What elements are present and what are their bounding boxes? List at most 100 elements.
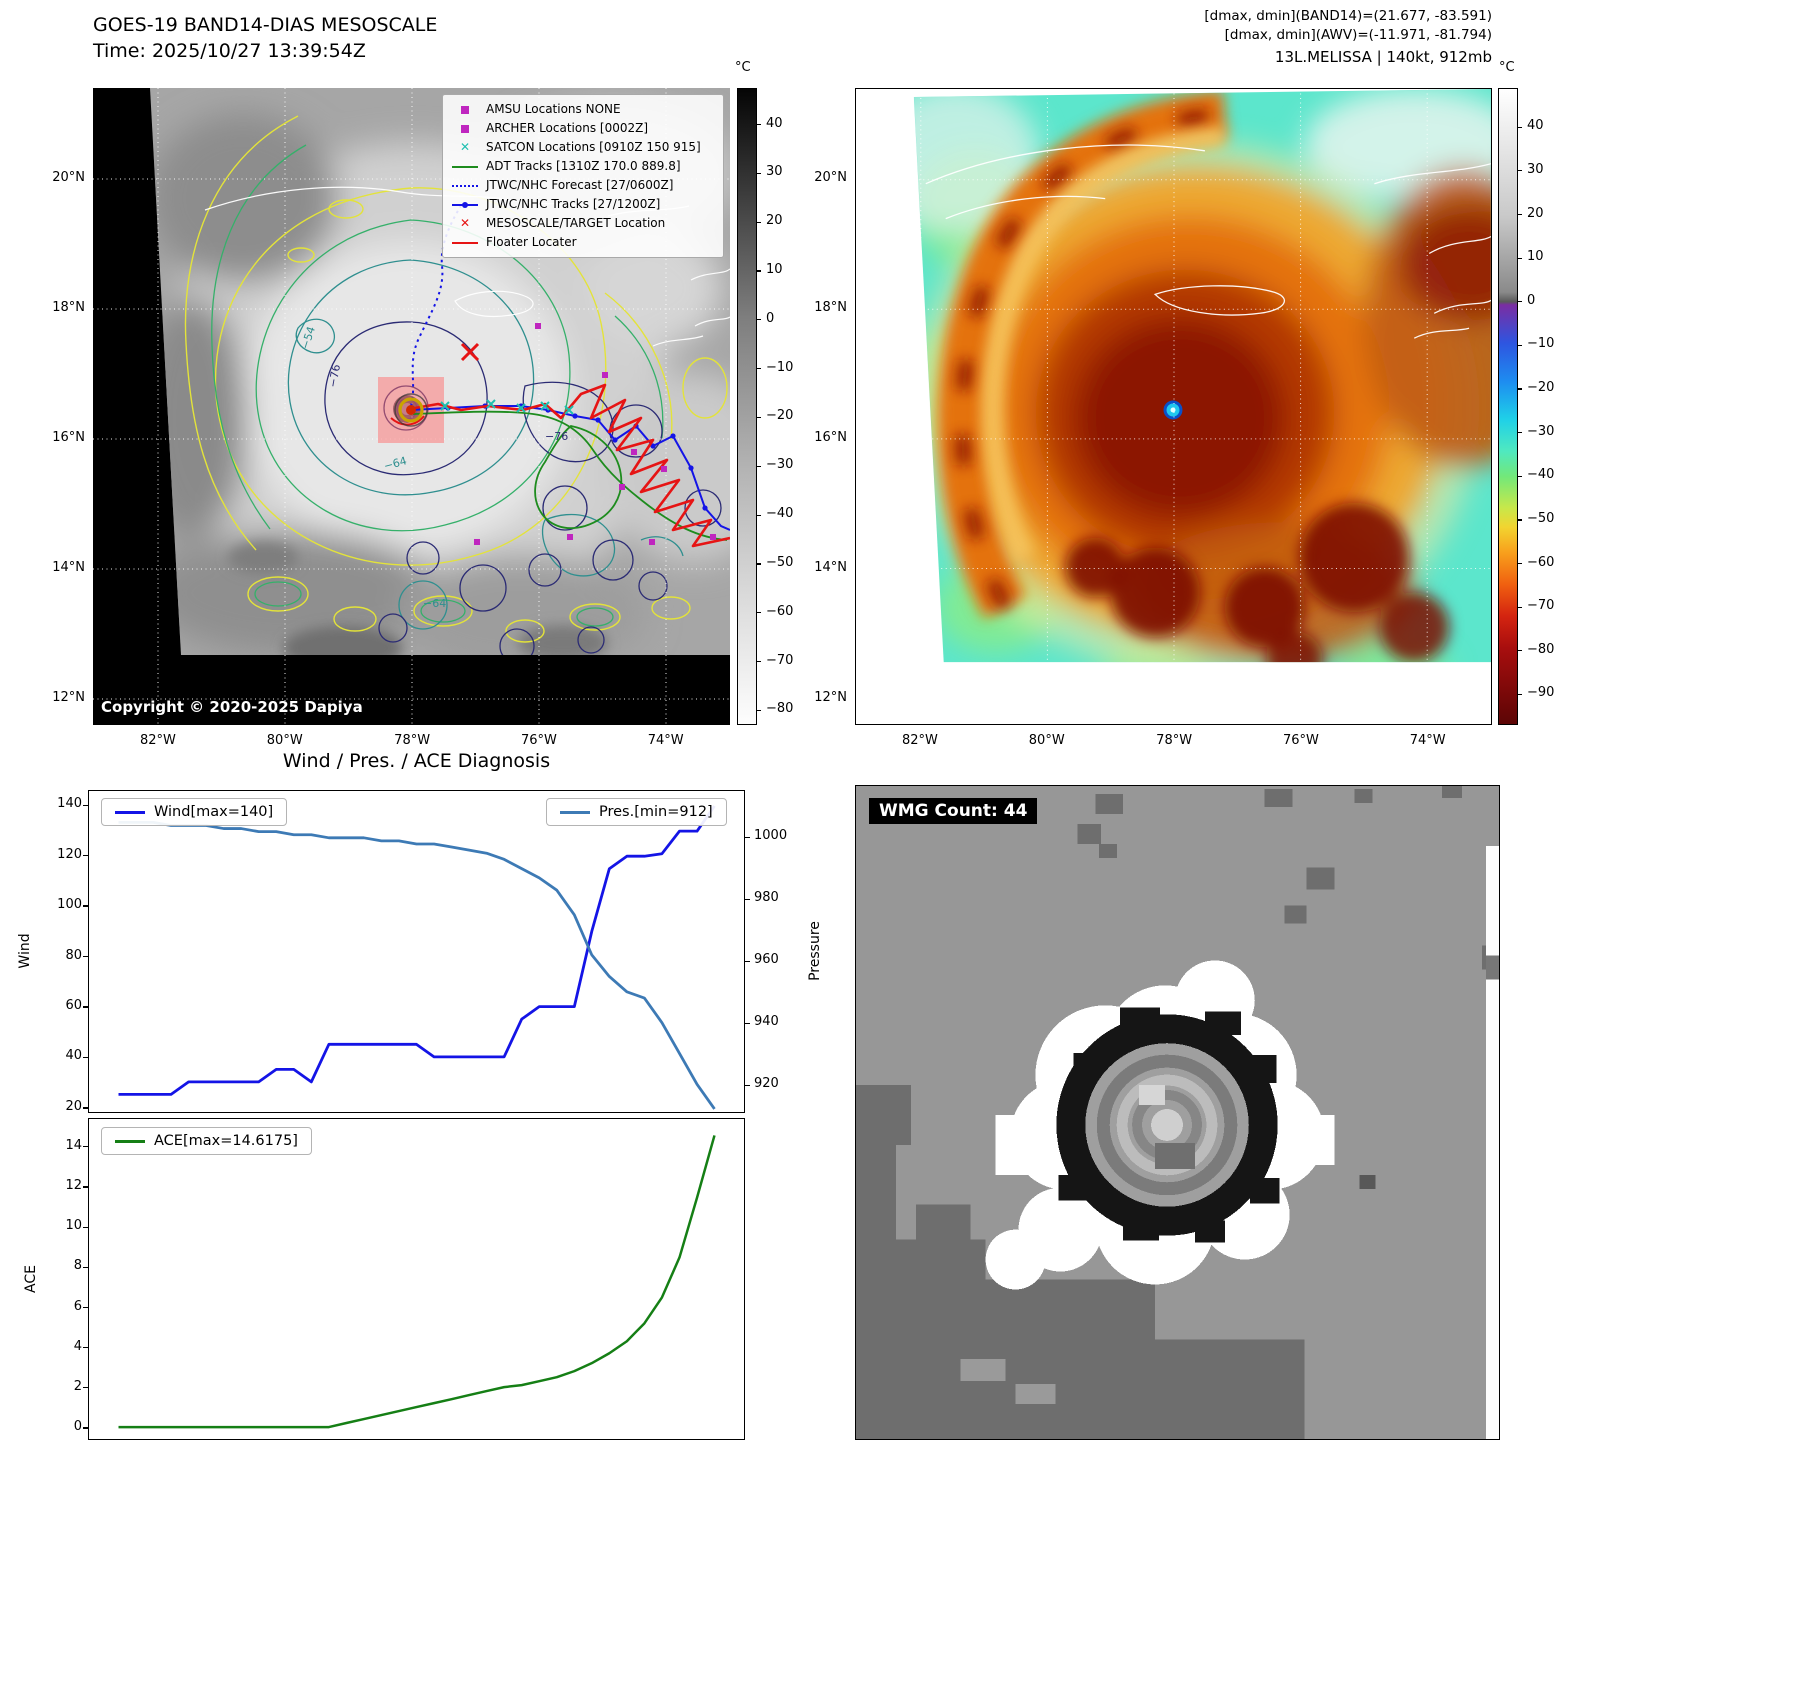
- colorbar2-tick: 30: [1527, 161, 1544, 177]
- wind-line-sample: [115, 810, 145, 814]
- legend-item-label: JTWC/NHC Forecast [27/0600Z]: [486, 178, 674, 192]
- contours-yellow: [184, 115, 728, 643]
- colorbar1-tick-mark: [757, 270, 761, 272]
- colorbar1-tick-mark: [757, 660, 761, 663]
- colorbar2-tick-mark: [1518, 606, 1522, 608]
- pressure-tick: 940: [754, 1014, 779, 1030]
- colorbar1-tick-mark: [757, 172, 761, 174]
- wmg-pixel-image: [856, 786, 1499, 1439]
- chart2svg-series: [118, 1135, 716, 1429]
- wind-tick-mark: [83, 804, 88, 806]
- ace-tick-mark: [83, 1226, 88, 1228]
- ace-legend-label: ACE[max=14.6175]: [154, 1133, 298, 1149]
- lon-tick-label: 74°W: [647, 733, 684, 748]
- colorbar1-tick-mark: [757, 514, 761, 516]
- legend-item-label: JTWC/NHC Tracks [27/1200Z]: [486, 197, 661, 211]
- colorbar2-tick-mark: [1518, 170, 1522, 172]
- colorbar1-tick: −60: [766, 603, 794, 619]
- ace-tick: 10: [65, 1218, 82, 1234]
- colorbar1-tick: −30: [766, 457, 794, 473]
- pressure-legend: Pres.[min=912]: [546, 798, 727, 826]
- colorbar1-tick-mark: [757, 563, 761, 565]
- legend-item: JTWC/NHC Forecast [27/0600Z]: [450, 176, 716, 195]
- contour-label: −64: [382, 454, 408, 473]
- colorbar1-tick: 30: [766, 164, 783, 180]
- pressure-tick: 920: [754, 1076, 779, 1092]
- pressure-legend-label: Pres.[min=912]: [599, 804, 713, 820]
- line-marker-icon: [450, 236, 480, 250]
- colorbar1-tick: 40: [766, 115, 783, 131]
- ace-tick-mark: [83, 1186, 88, 1188]
- band14-map: −54 −76 −64 −76 −64 AMSU Locations NONE ARCHE…: [93, 88, 730, 725]
- pressure-tick-mark: [745, 836, 750, 838]
- colorbar2-tick: −80: [1527, 641, 1555, 657]
- wind-pressure-plot-area: [118, 805, 716, 1110]
- colorbar2-tick: 10: [1527, 249, 1544, 265]
- colorbar2-tick: −50: [1527, 510, 1555, 526]
- legend-item: ADT Tracks [1310Z 170.0 889.8]: [450, 157, 716, 176]
- legend-item-label: ADT Tracks [1310Z 170.0 889.8]: [486, 159, 681, 173]
- ace-tick: 4: [73, 1338, 82, 1354]
- contours-green: [211, 144, 664, 627]
- colorbar2-tick: 0: [1527, 292, 1536, 308]
- legend-item-label: Floater Locater: [486, 235, 577, 249]
- pressure-line-sample: [560, 810, 590, 814]
- colorbar1-tick: 0: [766, 310, 775, 326]
- map-legend: AMSU Locations NONE ARCHER Locations [000…: [442, 94, 724, 258]
- line-dot-marker-icon: [450, 198, 480, 212]
- wind-tick: 80: [65, 947, 82, 963]
- pressure-tick: 960: [754, 952, 779, 968]
- colorbar1-tick-mark: [757, 221, 761, 223]
- wmg-count-badge: WMG Count: 44: [869, 798, 1038, 824]
- wmg-dark-regions: [856, 786, 1499, 1439]
- colorbar2-tick-mark: [1518, 257, 1522, 259]
- panel1-time: Time: 2025/10/27 13:39:54Z: [93, 40, 366, 62]
- colorbar1-tick-mark: [757, 465, 761, 467]
- ace-tick: 14: [65, 1137, 82, 1153]
- lon-tick-label: 82°W: [902, 733, 938, 748]
- colorbar2-unit: °C: [1499, 60, 1515, 75]
- x-marker-icon: ✕: [459, 140, 471, 154]
- square-marker-icon: [450, 122, 480, 136]
- lat-tick-label: 18°N: [52, 300, 85, 316]
- enhanced-ir-colorbar: [1498, 88, 1518, 725]
- lat-tick-label: 14°N: [52, 559, 85, 575]
- pressure-tick-mark: [745, 898, 750, 900]
- lat-tick-label: 16°N: [814, 429, 847, 445]
- colorbar1-tick: −40: [766, 506, 794, 522]
- legend-item: ✕ MESOSCALE/TARGET Location: [450, 214, 716, 233]
- ace-tick-mark: [83, 1146, 88, 1148]
- ace-legend: ACE[max=14.6175]: [101, 1127, 312, 1155]
- legend-item: ARCHER Locations [0002Z]: [450, 119, 716, 138]
- legend-item: JTWC/NHC Tracks [27/1200Z]: [450, 195, 716, 214]
- lon-tick-label: 76°W: [520, 733, 557, 748]
- wind-tick-mark: [83, 1056, 88, 1059]
- wind-tick-mark: [83, 905, 88, 907]
- colorbar1-tick-mark: [757, 319, 761, 321]
- adt-track: [412, 410, 728, 541]
- coastlines: [925, 144, 1491, 339]
- pressure-tick-mark: [745, 1084, 750, 1086]
- colorbar1-tick: 20: [766, 213, 783, 229]
- wind-pressure-chart: [88, 790, 745, 1113]
- ace-tick: 8: [73, 1258, 82, 1274]
- wind-tick: 120: [57, 846, 82, 862]
- enhanced-ir-map: [855, 88, 1492, 725]
- wind-tick-mark: [83, 955, 88, 958]
- colorbar1-tick-mark: [757, 612, 761, 614]
- diagnosis-title: Wind / Pres. / ACE Diagnosis: [282, 750, 551, 772]
- contour-label: −76: [326, 363, 343, 388]
- legend-item-label: ARCHER Locations [0002Z]: [486, 121, 649, 135]
- lon-tick-label: 76°W: [1282, 733, 1319, 748]
- ace-tick-mark: [83, 1427, 88, 1429]
- legend-item-label: SATCON Locations [0910Z 150 915]: [486, 140, 701, 154]
- ace-chart: [88, 1118, 745, 1440]
- colorbar1-tick-mark: [757, 709, 761, 711]
- wind-tick: 100: [57, 897, 82, 913]
- ace-tick-mark: [83, 1347, 88, 1349]
- colorbar1-tick: −10: [766, 359, 794, 375]
- dotted-line-marker-icon: [450, 179, 480, 193]
- colorbar1-tick: −70: [766, 652, 794, 668]
- colorbar2-tick-mark: [1518, 650, 1522, 652]
